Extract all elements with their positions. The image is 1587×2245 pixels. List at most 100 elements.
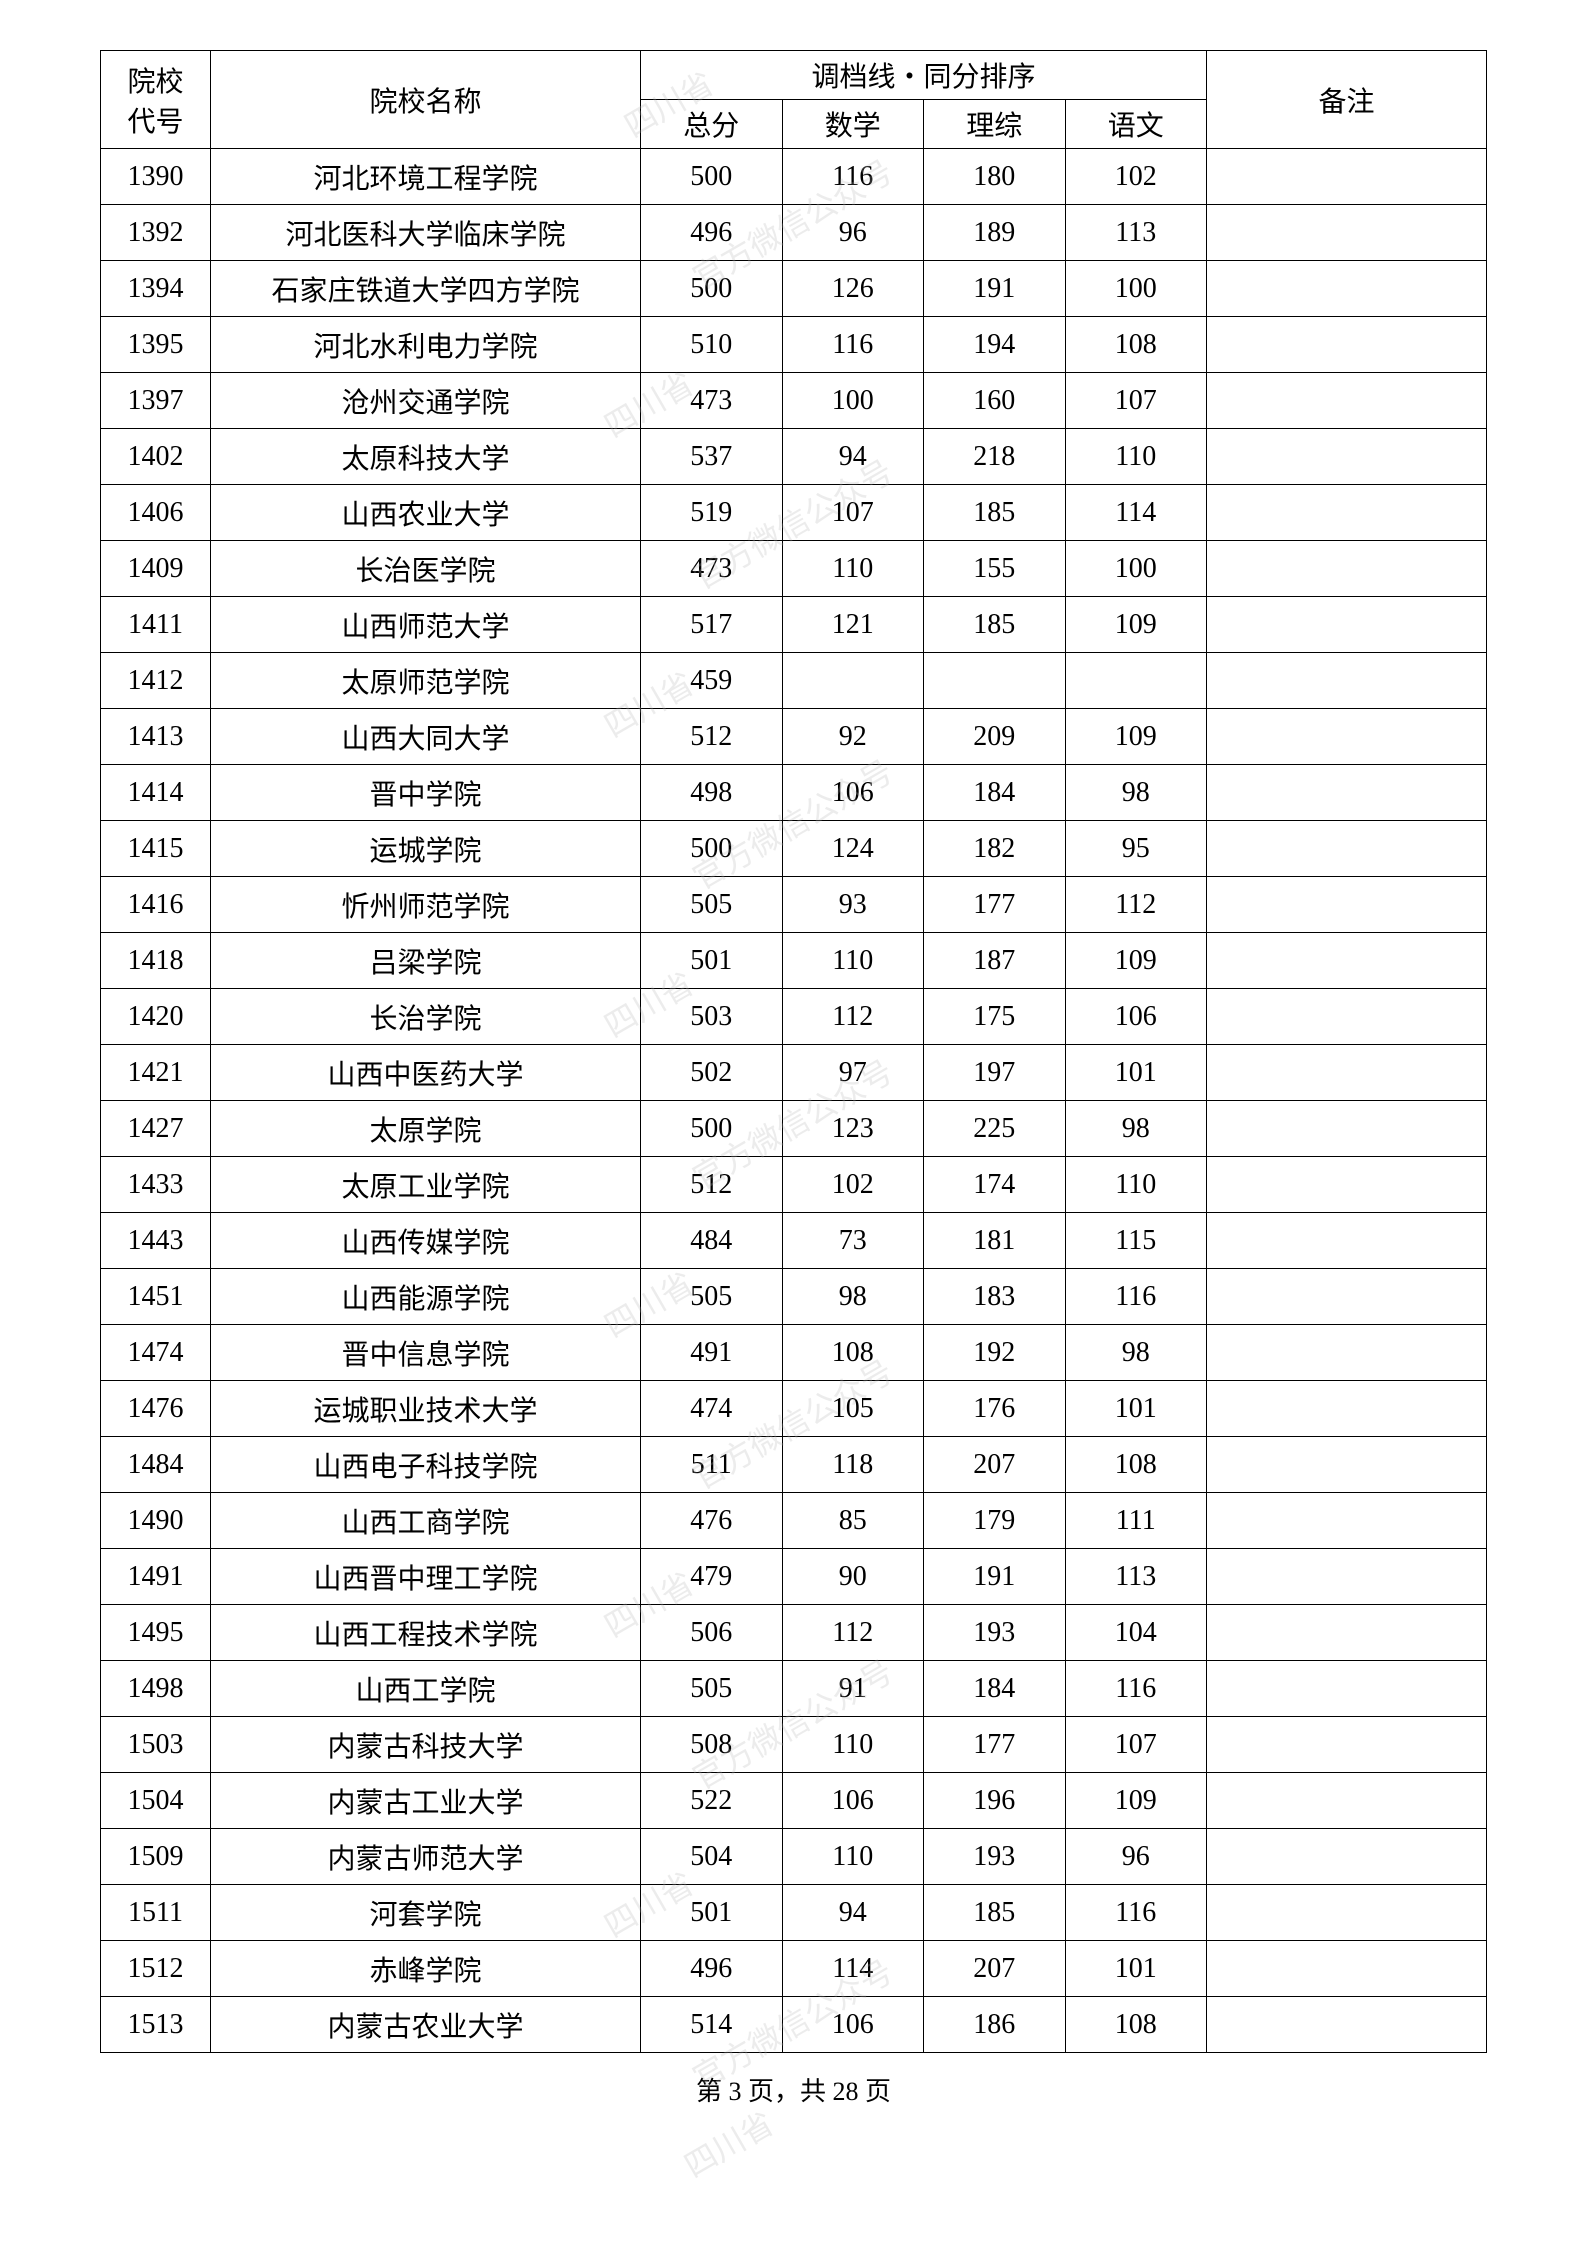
cell-code: 1402 — [101, 429, 211, 485]
cell-note — [1207, 653, 1487, 709]
cell-chinese: 102 — [1065, 149, 1207, 205]
table-row: 1415运城学院50012418295 — [101, 821, 1487, 877]
table-body: 1390河北环境工程学院5001161801021392河北医科大学临床学院49… — [101, 149, 1487, 2053]
cell-code: 1411 — [101, 597, 211, 653]
header-score-group: 调档线・同分排序 — [641, 51, 1207, 100]
cell-total: 519 — [641, 485, 783, 541]
cell-math: 123 — [782, 1101, 924, 1157]
cell-total: 498 — [641, 765, 783, 821]
table-row: 1476运城职业技术大学474105176101 — [101, 1381, 1487, 1437]
cell-math: 124 — [782, 821, 924, 877]
cell-math: 116 — [782, 317, 924, 373]
cell-math: 116 — [782, 149, 924, 205]
cell-code: 1451 — [101, 1269, 211, 1325]
cell-name: 河北医科大学临床学院 — [211, 205, 641, 261]
cell-chinese: 116 — [1065, 1661, 1207, 1717]
cell-chinese: 108 — [1065, 1997, 1207, 2053]
cell-total: 522 — [641, 1773, 783, 1829]
table-row: 1416忻州师范学院50593177112 — [101, 877, 1487, 933]
cell-code: 1484 — [101, 1437, 211, 1493]
table-row: 1402太原科技大学53794218110 — [101, 429, 1487, 485]
cell-note — [1207, 709, 1487, 765]
cell-comp: 193 — [924, 1605, 1066, 1661]
cell-note — [1207, 1885, 1487, 1941]
cell-comp: 192 — [924, 1325, 1066, 1381]
cell-name: 山西传媒学院 — [211, 1213, 641, 1269]
cell-total: 508 — [641, 1717, 783, 1773]
header-comprehensive: 理综 — [924, 100, 1066, 149]
cell-total: 503 — [641, 989, 783, 1045]
footer-middle: 页，共 — [741, 2077, 832, 2106]
cell-note — [1207, 1101, 1487, 1157]
cell-comp: 186 — [924, 1997, 1066, 2053]
cell-note — [1207, 933, 1487, 989]
cell-math: 106 — [782, 1997, 924, 2053]
table-row: 1433太原工业学院512102174110 — [101, 1157, 1487, 1213]
cell-code: 1413 — [101, 709, 211, 765]
cell-name: 山西工学院 — [211, 1661, 641, 1717]
cell-note — [1207, 597, 1487, 653]
cell-chinese: 101 — [1065, 1941, 1207, 1997]
header-name: 院校名称 — [211, 51, 641, 149]
cell-code: 1392 — [101, 205, 211, 261]
cell-chinese: 95 — [1065, 821, 1207, 877]
cell-math: 102 — [782, 1157, 924, 1213]
header-note: 备注 — [1207, 51, 1487, 149]
cell-total: 517 — [641, 597, 783, 653]
cell-chinese: 113 — [1065, 1549, 1207, 1605]
cell-note — [1207, 1661, 1487, 1717]
cell-comp: 176 — [924, 1381, 1066, 1437]
cell-code: 1443 — [101, 1213, 211, 1269]
header-row-1: 院校 代号 院校名称 调档线・同分排序 备注 — [101, 51, 1487, 100]
cell-chinese: 108 — [1065, 1437, 1207, 1493]
cell-math: 100 — [782, 373, 924, 429]
cell-chinese: 107 — [1065, 373, 1207, 429]
cell-chinese — [1065, 653, 1207, 709]
cell-total: 474 — [641, 1381, 783, 1437]
cell-comp: 193 — [924, 1829, 1066, 1885]
cell-math: 107 — [782, 485, 924, 541]
cell-chinese: 116 — [1065, 1269, 1207, 1325]
cell-comp: 181 — [924, 1213, 1066, 1269]
cell-note — [1207, 1157, 1487, 1213]
cell-math: 94 — [782, 1885, 924, 1941]
cell-total: 473 — [641, 541, 783, 597]
cell-total: 506 — [641, 1605, 783, 1661]
cell-math: 114 — [782, 1941, 924, 1997]
cell-note — [1207, 1997, 1487, 2053]
cell-math: 73 — [782, 1213, 924, 1269]
table-row: 1418吕梁学院501110187109 — [101, 933, 1487, 989]
cell-total: 484 — [641, 1213, 783, 1269]
cell-total: 459 — [641, 653, 783, 709]
cell-note — [1207, 1829, 1487, 1885]
table-row: 1513内蒙古农业大学514106186108 — [101, 1997, 1487, 2053]
cell-math: 126 — [782, 261, 924, 317]
cell-comp: 191 — [924, 1549, 1066, 1605]
cell-total: 512 — [641, 709, 783, 765]
cell-code: 1504 — [101, 1773, 211, 1829]
cell-chinese: 109 — [1065, 597, 1207, 653]
cell-name: 赤峰学院 — [211, 1941, 641, 1997]
cell-total: 500 — [641, 1101, 783, 1157]
cell-chinese: 109 — [1065, 933, 1207, 989]
cell-note — [1207, 541, 1487, 597]
cell-name: 内蒙古工业大学 — [211, 1773, 641, 1829]
cell-name: 石家庄铁道大学四方学院 — [211, 261, 641, 317]
cell-name: 河北水利电力学院 — [211, 317, 641, 373]
cell-chinese: 98 — [1065, 1101, 1207, 1157]
cell-name: 忻州师范学院 — [211, 877, 641, 933]
cell-note — [1207, 1437, 1487, 1493]
cell-note — [1207, 261, 1487, 317]
cell-code: 1503 — [101, 1717, 211, 1773]
cell-total: 505 — [641, 1269, 783, 1325]
cell-chinese: 104 — [1065, 1605, 1207, 1661]
table-row: 1512赤峰学院496114207101 — [101, 1941, 1487, 1997]
cell-total: 473 — [641, 373, 783, 429]
table-row: 1411山西师范大学517121185109 — [101, 597, 1487, 653]
cell-comp: 182 — [924, 821, 1066, 877]
cell-total: 537 — [641, 429, 783, 485]
cell-name: 太原科技大学 — [211, 429, 641, 485]
cell-comp: 184 — [924, 765, 1066, 821]
cell-total: 502 — [641, 1045, 783, 1101]
cell-math: 90 — [782, 1549, 924, 1605]
